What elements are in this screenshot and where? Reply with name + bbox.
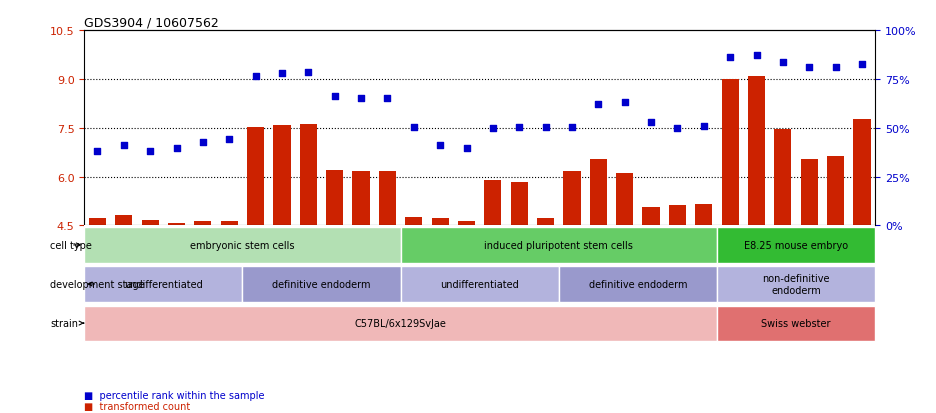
Bar [669,206,686,226]
Text: ■  transformed count: ■ transformed count [84,401,191,411]
Bar [141,220,159,226]
Text: ■  percentile rank within the sample: ■ percentile rank within the sample [84,390,265,400]
Bar [559,267,717,302]
Point [591,102,606,108]
Bar [84,306,717,341]
Bar [326,171,344,226]
Point [723,54,738,61]
Text: definitive endoderm: definitive endoderm [589,279,687,290]
Text: development stage: development stage [50,279,144,290]
Point [222,136,237,143]
Point [670,126,685,133]
Bar [511,183,528,226]
Bar [717,267,875,302]
Point [406,124,421,131]
Text: non-definitive
endoderm: non-definitive endoderm [762,273,830,295]
Point [538,124,553,131]
Point [142,149,157,155]
Bar [221,222,238,226]
Bar [722,80,739,226]
Bar [89,218,106,226]
Bar [827,157,844,226]
Bar [84,228,401,263]
Bar [115,216,132,226]
Text: GDS3904 / 10607562: GDS3904 / 10607562 [84,17,219,30]
Bar [84,267,242,302]
Bar [405,218,422,226]
Point [196,140,211,146]
Point [512,124,527,131]
Bar [800,159,818,226]
Point [300,69,315,76]
Point [828,64,843,71]
Bar [353,171,370,226]
Text: Swiss webster: Swiss webster [761,318,831,328]
Point [274,71,289,77]
Point [116,142,131,149]
Bar [242,267,401,302]
Point [775,59,790,66]
Point [855,62,870,69]
Point [432,142,447,149]
Bar [774,130,792,226]
Point [90,149,105,155]
Text: strain: strain [50,318,83,328]
Text: undifferentiated: undifferentiated [440,279,519,290]
Bar [247,128,264,226]
Bar [563,171,580,226]
Text: induced pluripotent stem cells: induced pluripotent stem cells [484,240,634,250]
Point [644,119,659,126]
Text: definitive endoderm: definitive endoderm [272,279,371,290]
Bar [854,119,870,226]
Bar [748,77,765,226]
Point [617,100,632,107]
Point [380,95,395,102]
Point [802,65,817,71]
Bar [168,224,185,226]
Bar [273,126,290,226]
Point [328,93,343,100]
Bar [590,159,607,226]
Bar [537,218,554,226]
Point [749,53,764,59]
Text: undifferentiated: undifferentiated [124,279,203,290]
Text: C57BL/6x129SvJae: C57BL/6x129SvJae [355,318,446,328]
Bar [717,306,875,341]
Bar [195,222,212,226]
Text: E8.25 mouse embryo: E8.25 mouse embryo [744,240,848,250]
Text: cell type: cell type [50,240,92,250]
Bar [431,219,448,226]
Point [169,145,184,152]
Bar [300,125,317,226]
Bar [717,228,875,263]
Point [248,74,263,81]
Point [486,126,501,133]
Point [564,124,579,131]
Point [459,145,474,152]
Bar [695,205,712,226]
Bar [642,208,660,226]
Bar [379,171,396,226]
Bar [616,174,634,226]
Bar [401,267,559,302]
Point [354,95,369,102]
Bar [401,228,717,263]
Point [696,123,711,130]
Bar [458,221,475,226]
Bar [484,181,502,226]
Text: embryonic stem cells: embryonic stem cells [190,240,295,250]
